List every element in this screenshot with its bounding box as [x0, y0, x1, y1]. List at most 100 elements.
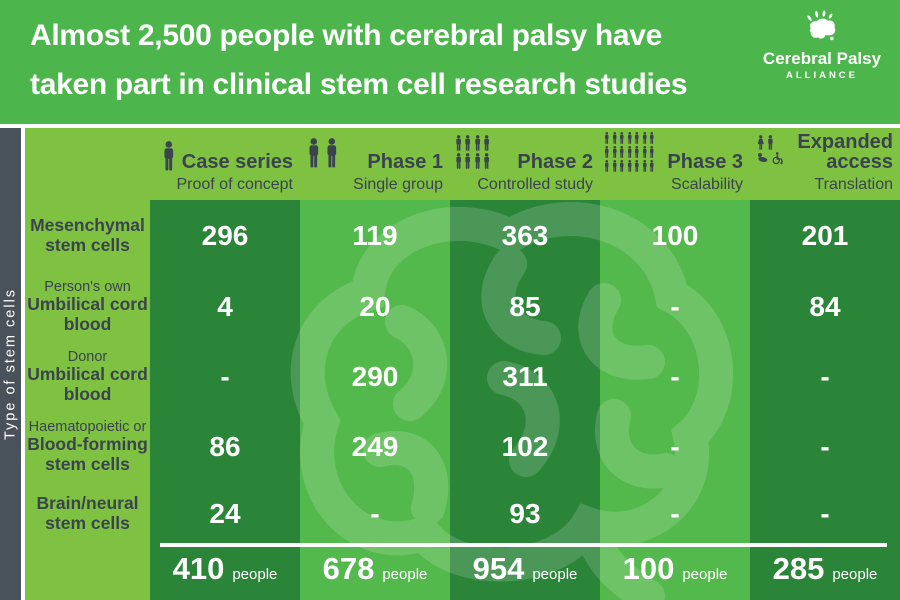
value-cell: 93: [450, 482, 600, 545]
value-text: 296: [201, 220, 249, 251]
column-title: Expanded access: [797, 130, 893, 174]
total-unit: people: [232, 566, 278, 583]
total-unit: people: [682, 566, 728, 583]
value-text: 100: [651, 220, 699, 251]
column-title: Phase 1: [367, 151, 443, 174]
value-cell: -: [750, 412, 900, 482]
total-number: 285: [772, 551, 825, 586]
value-text: -: [820, 497, 830, 529]
value-cell: 24: [150, 482, 300, 545]
column-title: Phase 3: [667, 151, 743, 174]
value-cell: 84: [750, 272, 900, 342]
total-number: 410: [172, 551, 225, 586]
value-text: 290: [351, 361, 399, 392]
value-text: 311: [502, 361, 548, 392]
total-number: 678: [322, 551, 375, 586]
value-cell: 4: [150, 272, 300, 342]
value-text: 4: [217, 291, 233, 322]
value-cell: -: [300, 482, 450, 545]
cerebral-palsy-alliance-logo: Cerebral Palsy ALLIANCE: [752, 8, 892, 81]
value-text: -: [670, 291, 680, 322]
value-cell: -: [600, 482, 750, 545]
brain-watermark-icon: [290, 201, 734, 600]
value-cell: 102: [450, 412, 600, 482]
column-title: Case series: [181, 151, 293, 174]
value-cell: 296: [150, 200, 300, 272]
value-text: -: [670, 431, 680, 462]
value-cell: -: [600, 342, 750, 412]
handprint-australia-icon: [807, 10, 836, 41]
value-cell: 119: [300, 200, 450, 272]
value-text: -: [220, 361, 230, 392]
row-qualifier: Haematopoietic or: [28, 418, 147, 435]
value-text: 24: [209, 497, 241, 529]
value-cell: -: [600, 412, 750, 482]
column-header-3: Phase 2 Controlled study: [450, 128, 600, 200]
row-label-text: Umbilical cord: [27, 294, 148, 315]
column-subtitle: Scalability: [670, 176, 743, 193]
people-group-21-icon: [604, 132, 655, 174]
value-cell: 290: [300, 342, 450, 412]
two-people-icon: [307, 138, 338, 168]
value-text: 102: [501, 431, 549, 462]
column-subtitle: Controlled study: [477, 176, 593, 193]
value-text: -: [820, 431, 830, 462]
column-subtitle: Proof of concept: [176, 176, 293, 193]
row-axis-bar: [0, 128, 21, 600]
value-cell: 86: [150, 412, 300, 482]
row-axis-label: Type of stem cells: [2, 287, 19, 441]
table-corner: [25, 128, 150, 200]
row-label-2: Person's own Umbilical cord blood: [25, 272, 150, 342]
row-label-1: Mesenchymal stem cells: [25, 200, 150, 272]
value-text: 85: [509, 291, 541, 322]
value-cell: -: [600, 272, 750, 342]
value-cell: -: [750, 482, 900, 545]
title-line-2: taken part in clinical stem cell researc…: [30, 68, 688, 101]
logo-subname: ALLIANCE: [785, 69, 859, 81]
value-text: 249: [351, 431, 399, 462]
value-text: -: [670, 361, 680, 392]
column-header-2: Phase 1 Single group: [300, 128, 450, 200]
column-stripe-4: [600, 200, 750, 600]
row-label-text: blood: [63, 384, 112, 405]
row-label-text: Blood-forming: [27, 434, 148, 455]
totals-divider-line: [160, 543, 887, 547]
value-cell: -: [750, 342, 900, 412]
totals-spacer: [25, 545, 150, 600]
column-subtitle: Single group: [353, 176, 443, 193]
column-stripe-1: [150, 200, 300, 600]
value-cell: 100: [600, 200, 750, 272]
value-text: -: [820, 361, 830, 392]
total-cell-5: 285 people: [750, 545, 900, 600]
page-title: Almost 2,500 people with cerebral palsy …: [30, 11, 688, 109]
column-stripe-5: [750, 200, 900, 600]
header-band: Almost 2,500 people with cerebral palsy …: [0, 0, 900, 128]
logo-name: Cerebral Palsy: [762, 49, 882, 68]
value-cell: 85: [450, 272, 600, 342]
total-cell-4: 100 people: [600, 545, 750, 600]
column-stripe-3: [450, 200, 600, 600]
value-text: 201: [801, 220, 849, 251]
value-cell: 20: [300, 272, 450, 342]
people-group-8-icon: [455, 135, 490, 171]
row-label-text: stem cells: [45, 512, 130, 533]
row-label-text: Brain/neural: [36, 492, 139, 513]
column-title: Phase 2: [517, 151, 593, 174]
total-unit: people: [832, 566, 878, 583]
title-line-1: Almost 2,500 people with cerebral palsy …: [30, 19, 663, 52]
column-header-5: Expanded access Translation: [750, 128, 900, 200]
row-label-text: Umbilical cord: [27, 364, 148, 385]
total-unit: people: [532, 566, 578, 583]
value-text: 363: [501, 220, 549, 251]
total-unit: people: [382, 566, 428, 583]
total-cell-1: 410 people: [150, 545, 300, 600]
row-qualifier: Donor: [67, 348, 108, 365]
value-cell: 201: [750, 200, 900, 272]
column-header-1: Case series Proof of concept: [150, 128, 300, 200]
total-cell-3: 954 people: [450, 545, 600, 600]
family-accessibility-icon: [757, 135, 784, 167]
value-text: 86: [209, 431, 241, 462]
row-label-text: stem cells: [45, 454, 130, 475]
row-label-4: Haematopoietic or Blood-forming stem cells: [25, 412, 150, 482]
row-label-text: stem cells: [45, 235, 130, 255]
